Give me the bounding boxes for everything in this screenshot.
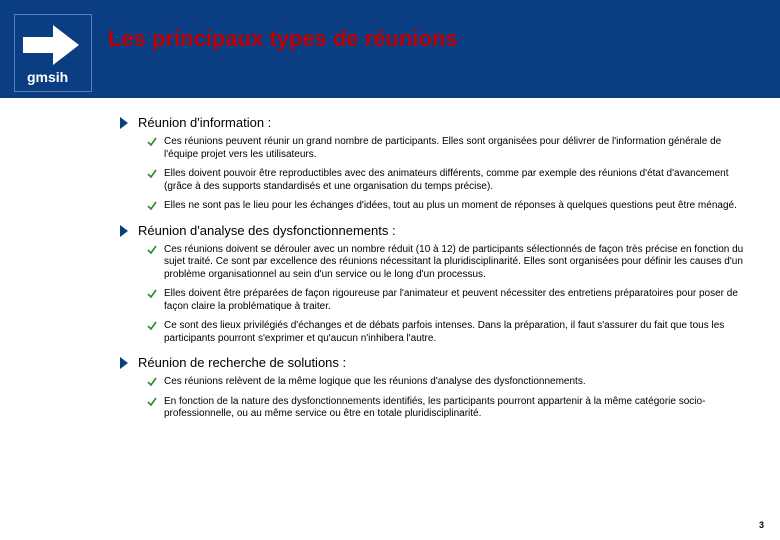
section-title: Réunion d'analyse des dysfonctionnements…: [138, 223, 396, 238]
check-icon: [146, 397, 158, 407]
check-icon: [146, 169, 158, 179]
chevron-right-icon: [118, 117, 132, 129]
section-information: Réunion d'information : Ces réunions peu…: [118, 115, 758, 213]
item-text: Ces réunions peuvent réunir un grand nom…: [164, 136, 758, 161]
list-item: Ces réunions peuvent réunir un grand nom…: [146, 136, 758, 161]
list-item: Elles doivent être préparées de façon ri…: [146, 288, 758, 313]
section-analyse: Réunion d'analyse des dysfonctionnements…: [118, 223, 758, 346]
section-head: Réunion d'information :: [118, 115, 758, 130]
item-text: Ces réunions relèvent de la même logique…: [164, 376, 586, 389]
arrow-right-icon: [23, 25, 81, 65]
sub-list: Ces réunions peuvent réunir un grand nom…: [146, 136, 758, 213]
section-recherche: Réunion de recherche de solutions : Ces …: [118, 355, 758, 421]
item-text: Elles doivent être préparées de façon ri…: [164, 288, 758, 313]
sub-list: Ces réunions relèvent de la même logique…: [146, 376, 758, 421]
item-text: En fonction de la nature des dysfonction…: [164, 396, 758, 421]
item-text: Ces réunions doivent se dérouler avec un…: [164, 244, 758, 282]
section-head: Réunion de recherche de solutions :: [118, 355, 758, 370]
list-item: Ces réunions doivent se dérouler avec un…: [146, 244, 758, 282]
check-icon: [146, 321, 158, 331]
list-item: Elles doivent pouvoir être reproductible…: [146, 168, 758, 193]
section-title: Réunion d'information :: [138, 115, 271, 130]
check-icon: [146, 245, 158, 255]
sub-list: Ces réunions doivent se dérouler avec un…: [146, 244, 758, 346]
check-icon: [146, 201, 158, 211]
section-head: Réunion d'analyse des dysfonctionnements…: [118, 223, 758, 238]
item-text: Ce sont des lieux privilégiés d'échanges…: [164, 320, 758, 345]
list-item: Elles ne sont pas le lieu pour les échan…: [146, 200, 758, 213]
list-item: Ce sont des lieux privilégiés d'échanges…: [146, 320, 758, 345]
list-item: Ces réunions relèvent de la même logique…: [146, 376, 758, 389]
section-title: Réunion de recherche de solutions :: [138, 355, 346, 370]
logo-box: gmsih: [14, 14, 92, 92]
check-icon: [146, 289, 158, 299]
item-text: Elles ne sont pas le lieu pour les échan…: [164, 200, 737, 213]
page-number: 3: [759, 520, 764, 530]
page-title: Les principaux types de réunions: [108, 26, 458, 52]
logo-text: gmsih: [27, 69, 68, 85]
check-icon: [146, 137, 158, 147]
list-item: En fonction de la nature des dysfonction…: [146, 396, 758, 421]
check-icon: [146, 377, 158, 387]
content-area: Réunion d'information : Ces réunions peu…: [118, 115, 758, 431]
item-text: Elles doivent pouvoir être reproductible…: [164, 168, 758, 193]
chevron-right-icon: [118, 357, 132, 369]
chevron-right-icon: [118, 225, 132, 237]
